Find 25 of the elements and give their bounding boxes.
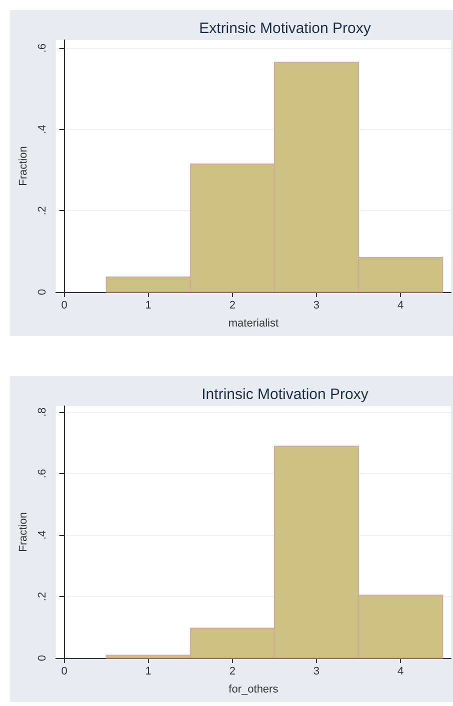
x-tick-label: 3	[313, 300, 320, 312]
y-tick-label: .6	[36, 469, 48, 478]
x-tick-label: 2	[229, 300, 236, 312]
x-tick-label: 3	[313, 666, 320, 678]
x-tick-label: 2	[229, 666, 236, 678]
y-tick-label: 0	[36, 654, 48, 662]
x-tick-label: 0	[61, 666, 68, 678]
y-axis-title: Fraction	[18, 146, 30, 186]
chart-title: Intrinsic Motivation Proxy	[202, 386, 369, 403]
y-tick-label: .2	[36, 206, 48, 216]
x-axis-title: for_others	[228, 684, 279, 696]
chart-title: Extrinsic Motivation Proxy	[199, 20, 372, 37]
y-tick-label: .4	[36, 124, 48, 134]
y-tick-label: .2	[36, 592, 48, 602]
x-tick-label: 0	[61, 300, 68, 312]
x-tick-label: 1	[145, 300, 152, 312]
y-tick-label: .4	[36, 530, 48, 540]
y-tick-label: .6	[36, 44, 48, 53]
y-tick-label: 0	[36, 288, 48, 296]
y-tick-label: .8	[36, 408, 48, 417]
x-tick-label: 1	[145, 666, 152, 678]
x-axis-title: materialist	[228, 318, 279, 330]
y-axis-title: Fraction	[18, 512, 30, 552]
x-tick-label: 4	[398, 300, 404, 312]
x-tick-label: 4	[398, 666, 404, 678]
